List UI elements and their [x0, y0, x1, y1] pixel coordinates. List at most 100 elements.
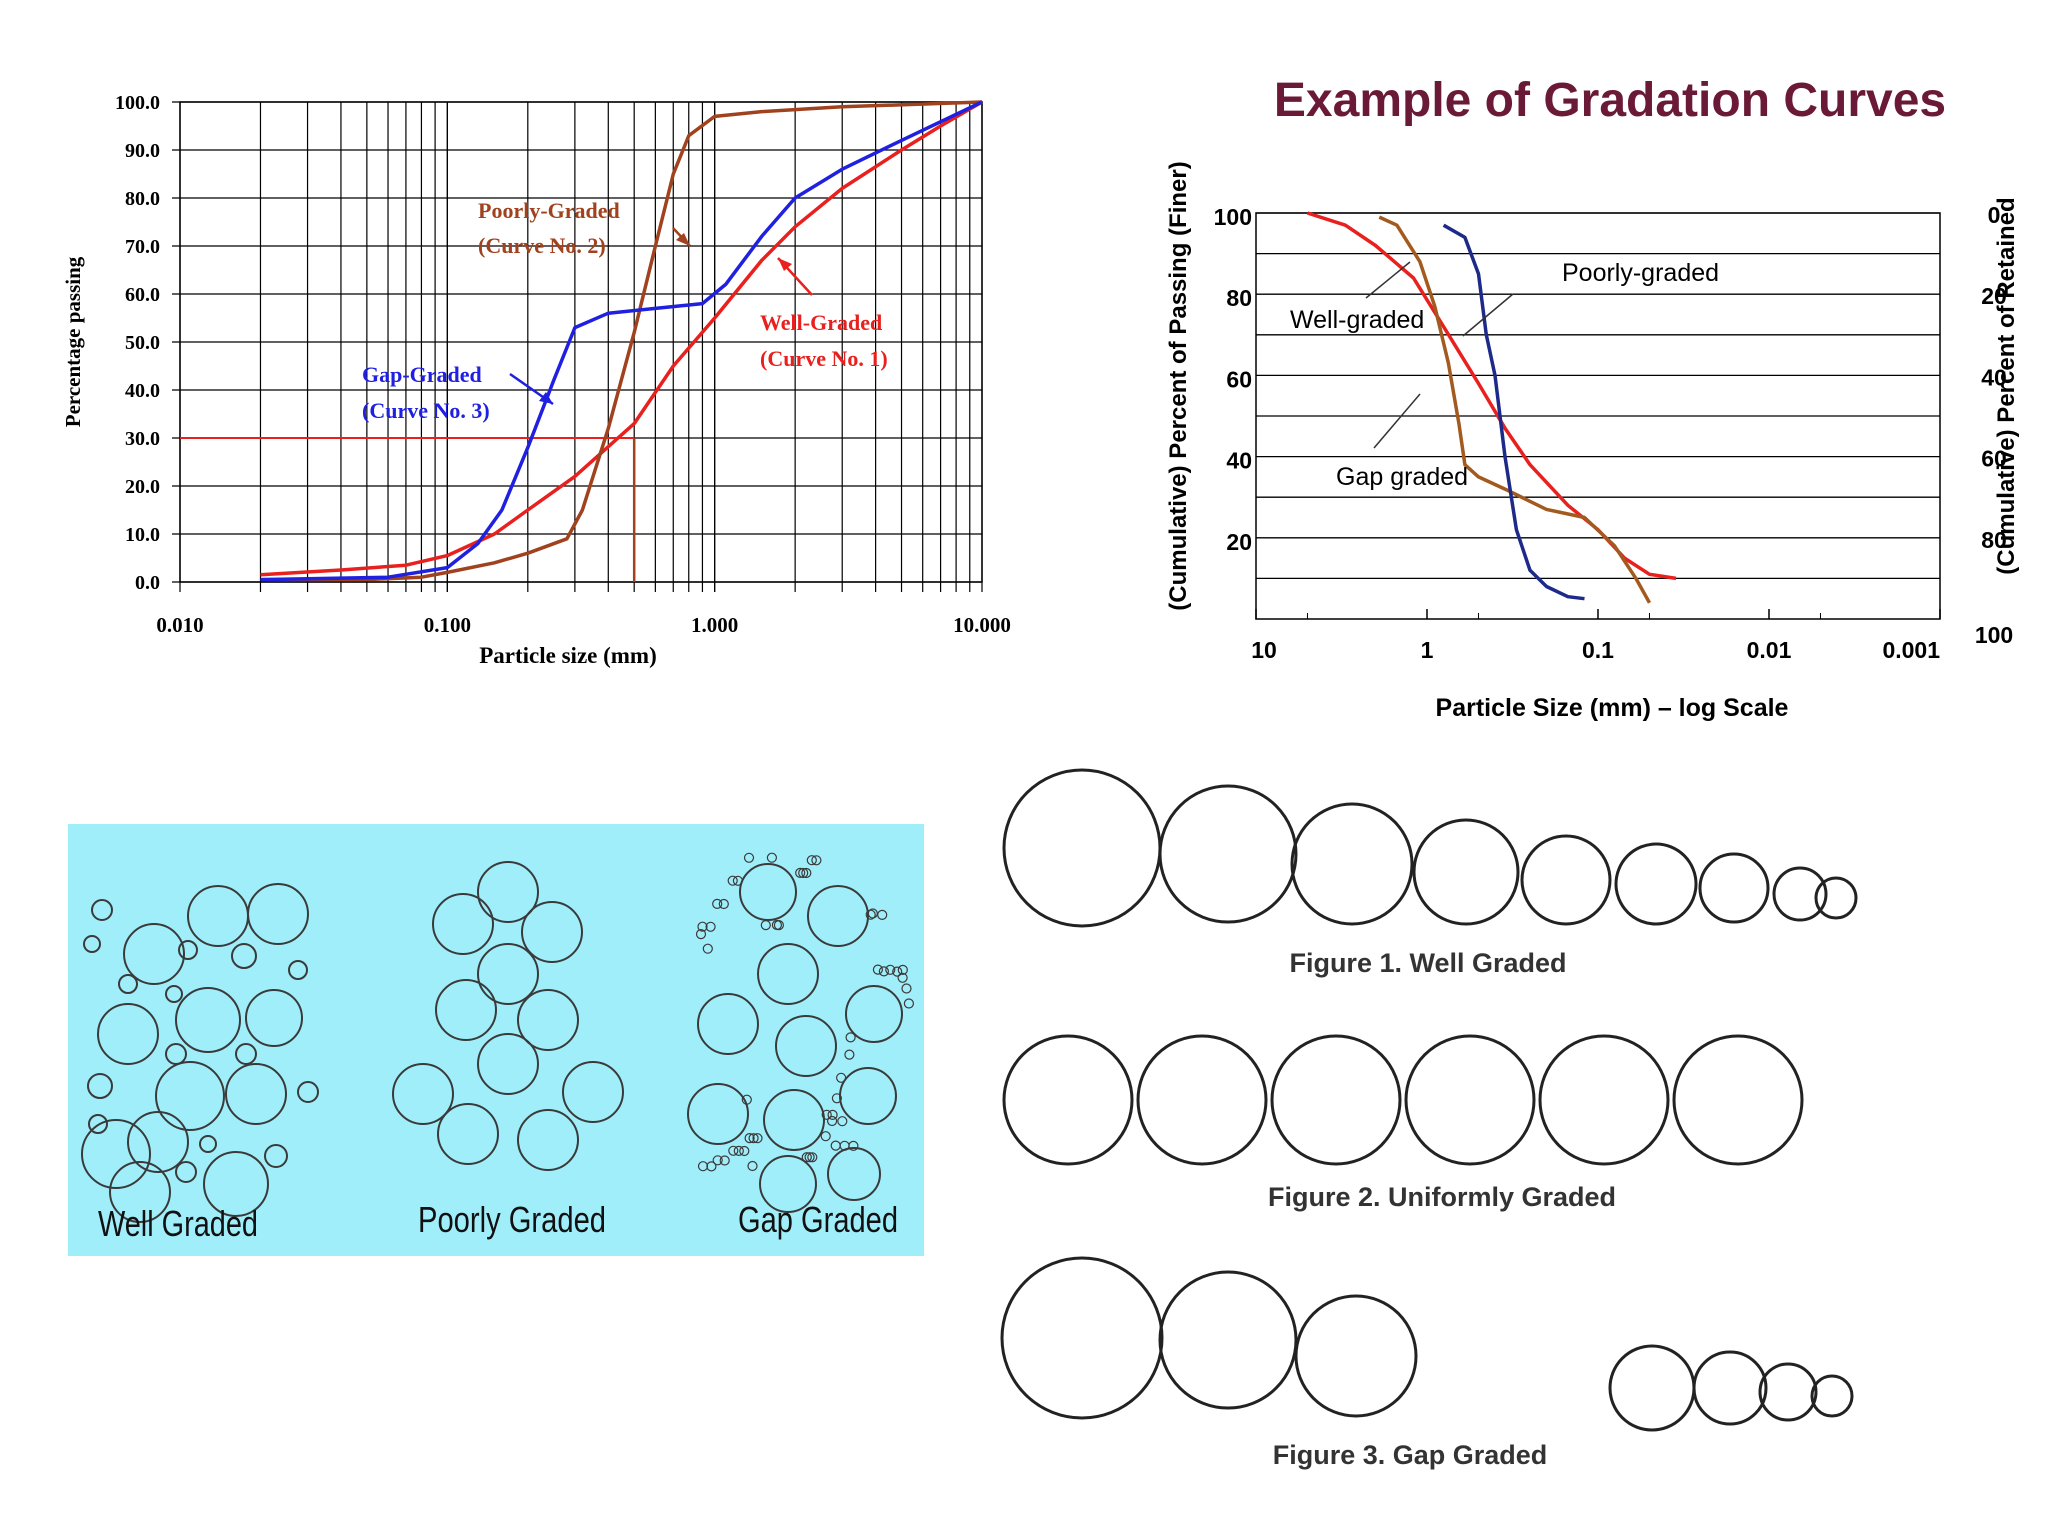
fine-particle-circle: [837, 1116, 848, 1127]
figure-3-circle: [1000, 1256, 1164, 1420]
particle-circle: [165, 1043, 187, 1065]
particle-circle: [521, 901, 583, 963]
figure-2-circle: [1136, 1034, 1268, 1166]
particle-circle: [757, 943, 819, 1005]
x-tick-label: 10.000: [953, 613, 1011, 637]
particle-circle: [83, 935, 101, 953]
fine-particle-circle: [747, 1160, 758, 1172]
particle-circle: [165, 985, 183, 1003]
fine-particle-circle: [795, 867, 806, 879]
fine-particle-circle: [821, 1109, 832, 1120]
x-axis-label: Particle Size (mm) – log Scale: [1436, 694, 1789, 722]
fine-particle-circle: [695, 928, 707, 940]
fine-particle-circle: [719, 1155, 730, 1166]
particle-circle: [392, 1063, 454, 1125]
y-tick-labels-right: 100 80 60 40 20 0: [1975, 202, 2013, 648]
fine-particle-circle: [744, 1133, 755, 1144]
y-tick-label: 70.0: [125, 236, 160, 258]
particle-circle: [203, 1151, 269, 1217]
figure-1-circle: [1412, 818, 1520, 926]
particle-circle: [759, 1155, 817, 1213]
fine-particle-circle: [844, 1049, 855, 1060]
figure-3-circle: [1158, 1270, 1298, 1410]
figure-2-circles: [1002, 1034, 1804, 1166]
fine-particle-circle: [897, 964, 908, 975]
fine-particle-circle: [712, 898, 723, 910]
y-axis-label: (Cumulative) Percent of Passing (Finer): [1165, 161, 1192, 610]
fine-particle-circle: [773, 919, 785, 931]
fine-particle-circle: [697, 921, 708, 932]
y-tick-label: 30.0: [125, 428, 160, 450]
particle-circle: [123, 923, 185, 985]
y-tick-label: 20: [1226, 529, 1252, 555]
annotation-gap-graded: Gap graded: [1336, 463, 1468, 491]
figure-1-circle: [1002, 768, 1162, 928]
fine-particle-circle: [748, 1133, 759, 1144]
fine-particle-circle: [801, 867, 812, 879]
fine-particle-circle: [892, 966, 903, 977]
particle-circle: [178, 940, 198, 960]
reference-line: [180, 437, 636, 582]
particle-circle: [839, 1067, 897, 1125]
fine-particle-circle: [743, 852, 755, 863]
particle-circle: [437, 1103, 499, 1165]
fine-particle-circle: [835, 1072, 847, 1083]
x-tick-label: 10: [1251, 637, 1277, 663]
y-tick-label-right: 80: [1981, 527, 2007, 553]
fine-particle-circle: [702, 943, 713, 954]
y-tick-labels: 0.0 10.0 20.0 30.0 40.0 50.0 60.0 70.0 80.0 90.0 1…: [115, 92, 160, 594]
figure-3-circle: [1758, 1362, 1818, 1422]
fine-particle-circle: [831, 1093, 843, 1104]
annotation-poorly-graded: Poorly-graded: [1562, 259, 1719, 287]
poorly-graded-packing: [392, 861, 624, 1171]
fine-particle-circle: [820, 1131, 831, 1142]
particle-circle: [175, 1161, 197, 1183]
figure-3-circle: [1810, 1374, 1854, 1418]
annotation-well-graded: Well-graded: [1290, 306, 1424, 334]
annotation-poorly-graded-title: Poorly-Graded: [478, 198, 620, 223]
particle-circle: [264, 1144, 288, 1168]
particle-circle: [435, 979, 497, 1041]
particle-circle: [477, 943, 539, 1005]
particle-circle: [687, 1083, 749, 1145]
poorly-graded-arrowhead: [676, 233, 690, 246]
figure-2-circle: [1002, 1034, 1134, 1166]
particle-circle: [245, 989, 303, 1047]
fine-particle-circle: [903, 998, 915, 1009]
fine-particle-circle: [806, 855, 817, 866]
y-tick-label: 50.0: [125, 332, 160, 354]
series-line-poorly-graded: [1442, 223, 1585, 601]
y-tick-label: 40.0: [125, 380, 160, 402]
particle-circle: [81, 1119, 151, 1189]
particle-circle: [807, 885, 869, 947]
y-tick-label: 20.0: [125, 476, 160, 498]
fine-particle-circle: [798, 867, 809, 879]
fine-particle-circle: [897, 972, 908, 983]
particle-circle: [775, 1015, 837, 1077]
fine-particle-circle: [766, 852, 778, 863]
x-tick-label: 0.001: [1882, 637, 1940, 663]
particle-circle: [187, 885, 249, 947]
particle-circle: [477, 1033, 539, 1095]
figure-1-circles: [1002, 768, 1858, 928]
fine-particle-circle: [739, 1145, 750, 1157]
figure-2-circle: [1538, 1034, 1670, 1166]
caption-figure-1: Figure 1. Well Graded: [1289, 948, 1566, 978]
caption-figure-2: Figure 2. Uniformly Graded: [1268, 1182, 1616, 1212]
particle-circle: [87, 1073, 113, 1099]
particle-circle: [235, 1043, 257, 1065]
y-tick-label-right: 20: [1981, 283, 2007, 309]
y-tick-labels: 20 40 60 80 100: [1214, 204, 1252, 555]
gradation-figures: Figure 1. Well Graded Figure 2. Uniforml…: [1000, 768, 1858, 1470]
figure-1-circle: [1772, 866, 1828, 922]
particle-circle: [155, 1061, 225, 1131]
series-lines: [1306, 211, 1677, 604]
y-tick-label: 100.0: [115, 92, 160, 114]
annotation-poorly-graded-curve: (Curve No. 2): [478, 233, 606, 258]
particle-circle: [199, 1135, 217, 1153]
particle-circle: [225, 1063, 287, 1125]
fine-particle-circle: [830, 1140, 841, 1151]
y-tick-label: 40: [1226, 448, 1252, 474]
figure-2-circle: [1270, 1034, 1402, 1166]
y-axis-label-right: (Cumulative) Percent of Retained: [1993, 197, 2020, 574]
